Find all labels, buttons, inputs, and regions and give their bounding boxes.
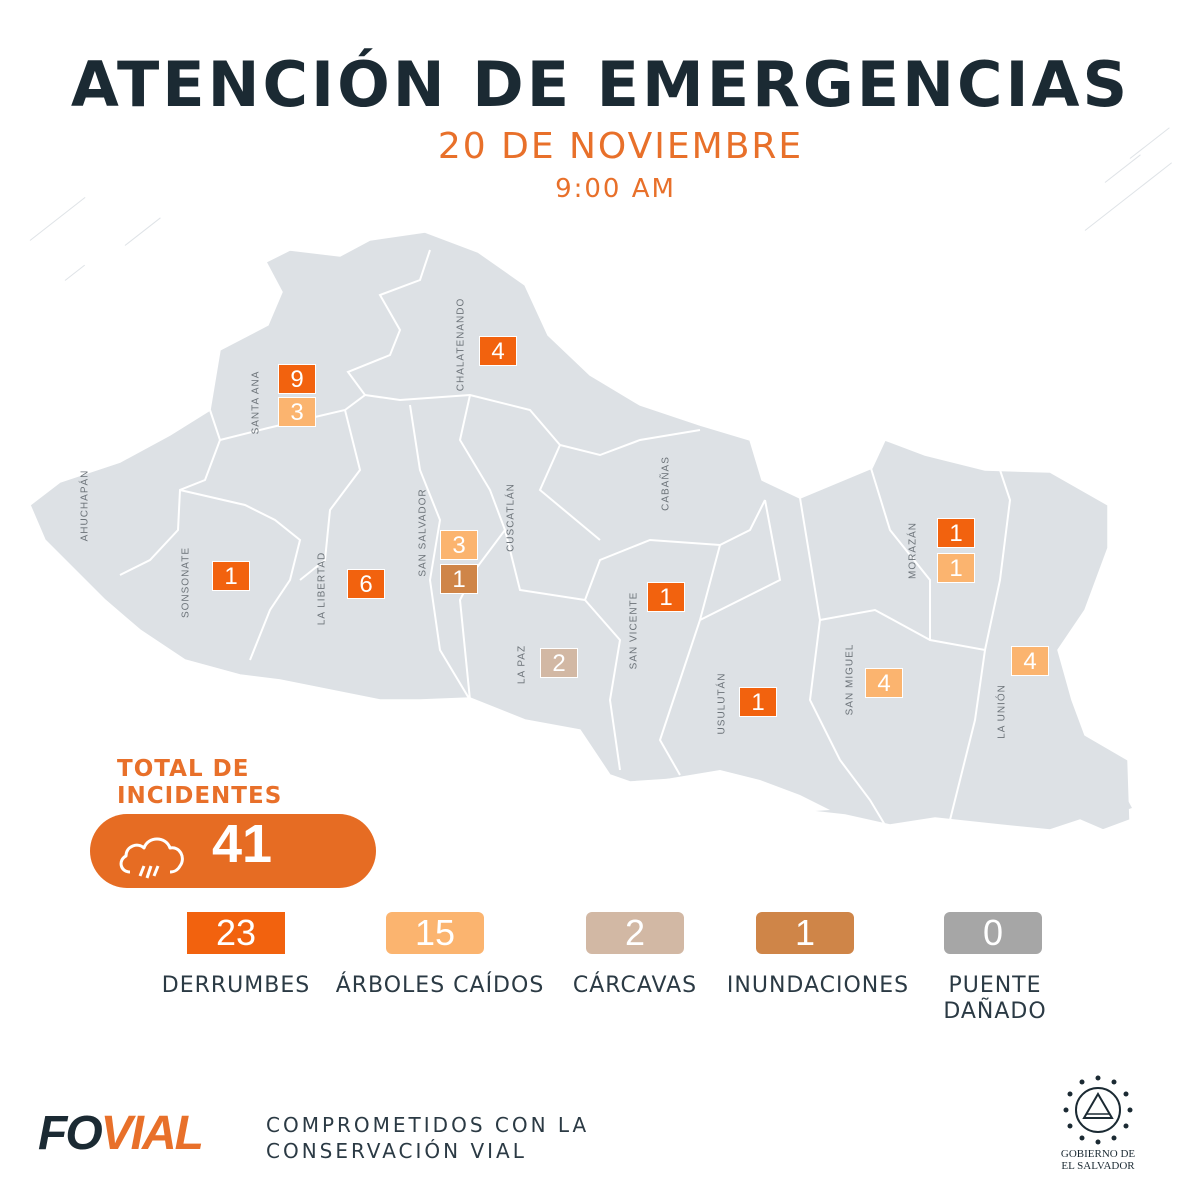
dept-label-la-union: LA UNIÓN bbox=[996, 684, 1008, 739]
badge-usulutan-derrumbes: 1 bbox=[739, 687, 777, 717]
badge-santa-ana-derrumbes: 9 bbox=[278, 364, 316, 394]
badge-la-libertad-derrumbes: 6 bbox=[347, 569, 385, 599]
border-line bbox=[699, 499, 782, 621]
gov-line1: GOBIERNO DE bbox=[1060, 1148, 1136, 1160]
border-line bbox=[658, 544, 721, 776]
slogan: COMPROMETIDOS CON LA CONSERVACIÓN VIAL bbox=[266, 1112, 589, 1164]
dept-label-cabanas: CABAÑAS bbox=[660, 456, 672, 511]
dept-label-san-miguel: SAN MIGUEL bbox=[844, 643, 856, 716]
border-line bbox=[409, 404, 471, 701]
border-line bbox=[299, 409, 362, 581]
border-line bbox=[869, 464, 1012, 652]
page-title: ATENCIÓN DE EMERGENCIAS bbox=[70, 48, 1131, 121]
island bbox=[1110, 795, 1132, 812]
badge-morazan-derrumbes: 1 bbox=[937, 518, 975, 548]
inundaciones-count: 1 bbox=[756, 912, 854, 954]
dept-label-la-libertad: LA LIBERTAD bbox=[316, 551, 328, 626]
derrumbes-count: 23 bbox=[187, 912, 285, 954]
fovial-logo-vial: VIAL bbox=[100, 1107, 204, 1160]
dept-label-morazan: MORAZÁN bbox=[907, 522, 919, 579]
dept-label-sonsonate: SONSONATE bbox=[180, 546, 192, 619]
total-value: 41 bbox=[212, 814, 273, 874]
badge-san-vicente-derrumbes: 1 bbox=[647, 582, 685, 612]
gov-text: GOBIERNO DE EL SALVADOR bbox=[1048, 1148, 1148, 1172]
total-label-line1: TOTAL DE bbox=[117, 756, 250, 782]
badge-san-salvador-inundaciones: 1 bbox=[440, 564, 478, 594]
border-line bbox=[538, 444, 601, 541]
badge-santa-ana-arboles: 3 bbox=[278, 397, 316, 427]
rain-cloud-icon bbox=[119, 837, 184, 879]
border-line bbox=[179, 489, 302, 661]
coast-detail bbox=[660, 770, 830, 812]
border-line bbox=[584, 599, 622, 771]
badge-san-miguel-arboles: 4 bbox=[865, 668, 903, 698]
coat-of-arms-icon bbox=[1063, 1075, 1133, 1145]
puente-label-line1: PUENTE bbox=[948, 973, 1042, 998]
derrumbes-label: DERRUMBES bbox=[161, 973, 311, 998]
puente-label: PUENTE DAÑADO bbox=[920, 973, 1070, 1025]
puente-count: 0 bbox=[944, 912, 1042, 954]
border-line bbox=[504, 499, 766, 602]
slogan-line2: CONSERVACIÓN VIAL bbox=[266, 1139, 527, 1163]
total-pill bbox=[90, 814, 376, 888]
border-line bbox=[364, 393, 701, 457]
report-time: 9:00 AM bbox=[555, 174, 676, 204]
total-label-line2: INCIDENTES bbox=[117, 783, 283, 809]
badge-sonsonate-derrumbes: 1 bbox=[212, 561, 250, 591]
puente-label-line2: DAÑADO bbox=[943, 999, 1047, 1024]
arboles-label: ÁRBOLES CAÍDOS bbox=[335, 973, 545, 998]
slogan-line1: COMPROMETIDOS CON LA bbox=[266, 1113, 590, 1137]
border-line bbox=[949, 649, 986, 821]
dept-label-la-paz: LA PAZ bbox=[516, 644, 528, 685]
dept-label-ahuachapan: AHUCHAPÁN bbox=[79, 469, 91, 542]
badge-la-paz-carcavas: 2 bbox=[540, 648, 578, 678]
border-line bbox=[799, 497, 886, 826]
inundaciones-label: INUNDACIONES bbox=[726, 973, 910, 998]
dept-label-cuscatlan: CUSCATLÁN bbox=[505, 483, 517, 552]
arboles-count: 15 bbox=[386, 912, 484, 954]
carcavas-label: CÁRCAVAS bbox=[572, 973, 698, 998]
fovial-logo: FOVIAL bbox=[38, 1106, 204, 1161]
border-line bbox=[819, 608, 931, 641]
dept-label-san-salvador: SAN SALVADOR bbox=[417, 488, 429, 577]
badge-chalatenango-derrumbes: 4 bbox=[479, 336, 517, 366]
gov-line2: EL SALVADOR bbox=[1061, 1160, 1135, 1172]
dept-label-chalatenango: CHALATENANDO bbox=[455, 297, 467, 392]
dept-label-santa-ana: SANTA ANA bbox=[250, 370, 262, 435]
dept-label-usulutan: USULUTÁN bbox=[716, 672, 728, 735]
badge-san-salvador-arboles: 3 bbox=[440, 530, 478, 560]
carcavas-count: 2 bbox=[586, 912, 684, 954]
badge-morazan-arboles: 1 bbox=[937, 553, 975, 583]
fovial-logo-fo: FO bbox=[38, 1107, 103, 1160]
badge-la-union-arboles: 4 bbox=[1011, 646, 1049, 676]
dept-label-san-vicente: SAN VICENTE bbox=[628, 591, 640, 670]
total-label: TOTAL DE INCIDENTES bbox=[117, 756, 282, 810]
report-date: 20 DE NOVIEMBRE bbox=[437, 126, 804, 167]
